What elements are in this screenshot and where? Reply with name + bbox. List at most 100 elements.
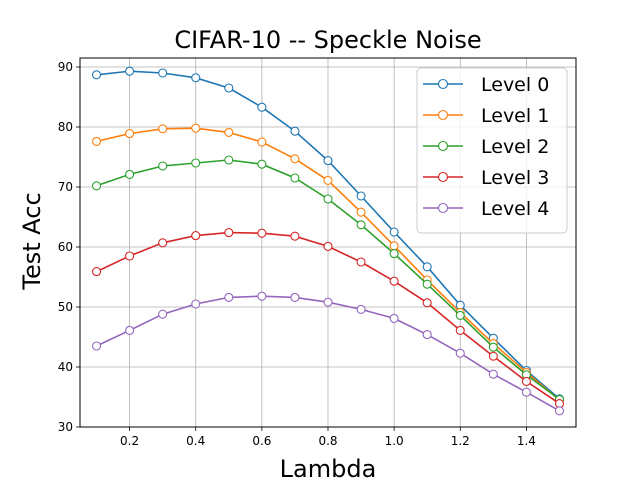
data-point xyxy=(389,276,399,286)
data-point xyxy=(455,310,465,320)
data-point xyxy=(356,207,366,217)
data-point xyxy=(91,341,102,351)
data-point xyxy=(488,351,498,361)
legend-marker xyxy=(437,202,449,214)
legend-marker xyxy=(437,78,449,90)
data-point xyxy=(488,369,498,379)
series-2 xyxy=(91,155,565,404)
x-tick-label: 0.6 xyxy=(252,434,271,448)
x-tick-label: 0.8 xyxy=(318,434,337,448)
data-point xyxy=(356,257,366,267)
data-point xyxy=(125,251,135,261)
data-point xyxy=(521,387,531,397)
data-point xyxy=(158,161,168,171)
y-tick-label: 60 xyxy=(58,240,73,254)
data-point xyxy=(323,175,333,185)
legend-entry: Level 3 xyxy=(423,167,549,189)
data-point xyxy=(257,102,267,112)
data-point xyxy=(191,231,201,241)
data-point xyxy=(91,70,102,80)
x-tick-label: 0.2 xyxy=(120,434,139,448)
data-point xyxy=(158,124,168,134)
data-point xyxy=(158,238,168,248)
legend: Level 0 Level 1 Level 2 Level 3 Level 4 xyxy=(416,67,568,234)
legend-entry: Level 2 xyxy=(423,136,549,158)
legend-box xyxy=(416,67,568,234)
series-group xyxy=(91,66,565,416)
legend-label: Level 2 xyxy=(481,136,549,158)
data-point xyxy=(323,241,333,251)
data-point xyxy=(158,309,168,319)
x-tick-label: 1.0 xyxy=(385,434,404,448)
data-point xyxy=(389,249,399,259)
data-point xyxy=(125,129,135,139)
data-point xyxy=(356,191,366,201)
legend-label: Level 1 xyxy=(481,105,549,127)
data-point xyxy=(257,228,267,238)
data-point xyxy=(455,348,465,358)
data-point xyxy=(257,291,267,301)
legend-label: Level 3 xyxy=(481,167,549,189)
legend-label: Level 0 xyxy=(481,74,549,96)
data-point xyxy=(290,154,300,164)
y-tick-label: 40 xyxy=(58,360,73,374)
series-3 xyxy=(91,228,565,409)
y-tick-label: 30 xyxy=(58,420,73,434)
legend-entry: Level 1 xyxy=(423,105,549,127)
data-point xyxy=(323,297,333,307)
y-axis-label: Test Acc xyxy=(18,192,46,290)
data-point xyxy=(125,169,135,179)
legend-marker xyxy=(437,140,449,152)
y-tick-label: 50 xyxy=(58,300,73,314)
data-point xyxy=(323,194,333,204)
data-point xyxy=(91,267,102,277)
data-point xyxy=(389,313,399,323)
data-point xyxy=(422,330,432,340)
data-point xyxy=(125,66,135,76)
x-axis-label: Lambda xyxy=(280,455,377,480)
y-tick-label: 70 xyxy=(58,180,73,194)
data-point xyxy=(323,156,333,166)
data-point xyxy=(488,342,498,352)
y-tick-label: 90 xyxy=(58,60,73,74)
x-tick-label: 1.2 xyxy=(451,434,470,448)
data-point xyxy=(554,406,565,416)
data-point xyxy=(125,325,135,335)
x-tick-label: 0.4 xyxy=(186,434,205,448)
data-point xyxy=(356,304,366,314)
y-axis: 30 40 50 60 70 80 90 xyxy=(58,60,80,434)
x-axis: 0.2 0.4 0.6 0.8 1.0 1.2 1.4 xyxy=(120,427,536,448)
data-point xyxy=(389,241,399,251)
data-point xyxy=(422,298,432,308)
data-point xyxy=(389,227,399,237)
data-point xyxy=(290,292,300,302)
data-point xyxy=(91,136,102,146)
data-point xyxy=(422,262,432,272)
data-point xyxy=(290,126,300,136)
data-point xyxy=(224,155,234,165)
data-point xyxy=(224,228,234,238)
legend-entry: Level 0 xyxy=(423,74,549,96)
x-tick-label: 1.4 xyxy=(517,434,536,448)
legend-marker xyxy=(437,109,449,121)
legend-entry: Level 4 xyxy=(423,198,549,220)
data-point xyxy=(257,159,267,169)
data-point xyxy=(191,158,201,168)
legend-label: Level 4 xyxy=(481,198,549,220)
data-point xyxy=(191,299,201,309)
data-point xyxy=(224,127,234,137)
data-point xyxy=(356,220,366,230)
legend-marker xyxy=(437,171,449,183)
data-point xyxy=(158,68,168,78)
data-point xyxy=(191,73,201,83)
series-4 xyxy=(91,291,565,416)
data-point xyxy=(224,83,234,93)
data-point xyxy=(290,231,300,241)
data-point xyxy=(191,123,201,133)
data-point xyxy=(91,181,102,191)
data-point xyxy=(455,325,465,335)
data-point xyxy=(224,292,234,302)
chart-title: CIFAR-10 -- Speckle Noise xyxy=(174,26,481,54)
data-point xyxy=(290,173,300,183)
